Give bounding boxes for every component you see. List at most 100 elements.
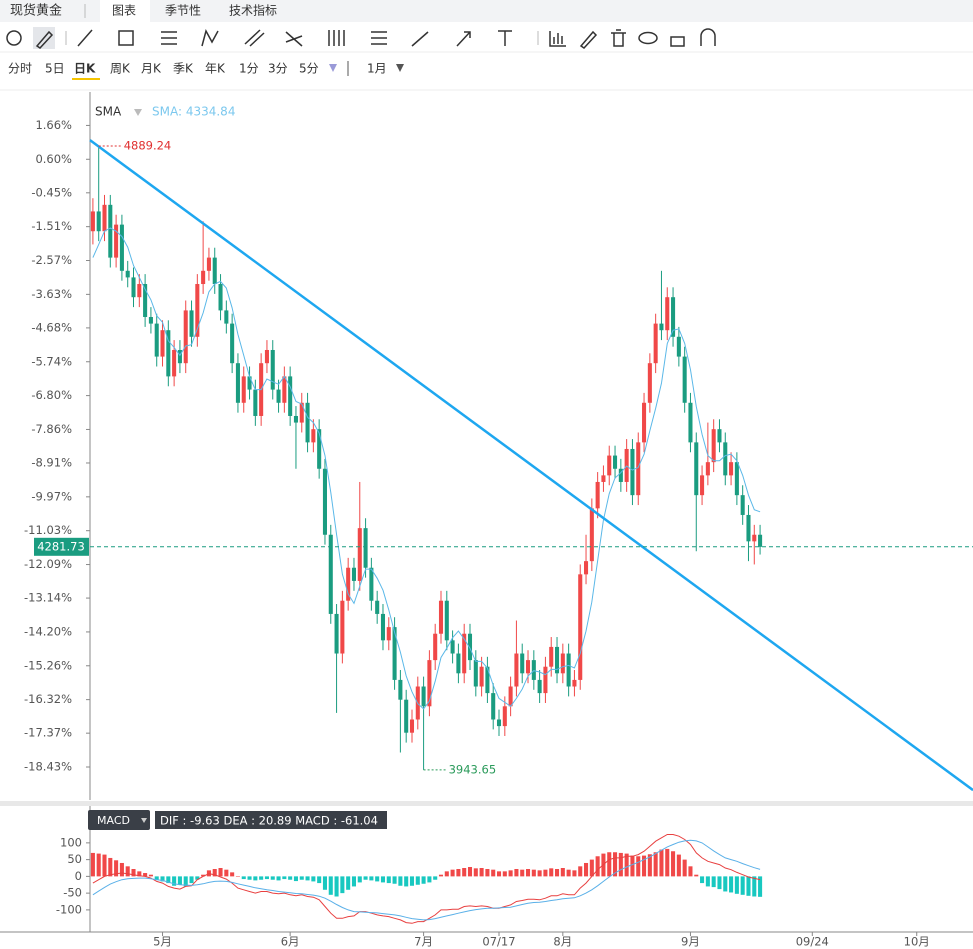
high-label: 4889.24 (124, 138, 172, 152)
candle-body (160, 330, 165, 357)
macd-bar (595, 856, 600, 877)
macd-bar (253, 876, 258, 881)
macd-bar (415, 876, 420, 885)
period[interactable]: 5分 (299, 62, 319, 76)
tool-icon[interactable] (371, 31, 387, 45)
indicator-select[interactable] (88, 810, 150, 830)
tab-bar (0, 0, 973, 22)
tool-icon[interactable] (328, 30, 345, 46)
tool-icon[interactable] (285, 31, 303, 47)
tool-icon[interactable] (456, 31, 471, 47)
candle-body (560, 653, 565, 674)
candle-body (317, 429, 322, 469)
tool-icon[interactable] (6, 30, 22, 46)
period[interactable]: 1分 (239, 62, 259, 76)
macd-bar (630, 855, 635, 877)
tool-icon[interactable] (579, 30, 598, 49)
tool-icon[interactable] (201, 28, 219, 47)
candle-body (578, 574, 583, 680)
period[interactable]: 季K (173, 62, 194, 76)
candle-body (467, 633, 473, 661)
candle-body (613, 455, 618, 469)
macd-bar (485, 869, 490, 877)
candle-body (456, 653, 461, 674)
macd-bar (723, 876, 728, 892)
candle-body (293, 415, 298, 423)
tool-icon[interactable] (118, 30, 134, 46)
y-tick-label: -12.09% (24, 557, 72, 571)
candle-body (717, 429, 722, 443)
macd-bar (235, 876, 240, 877)
active-tab[interactable] (100, 0, 150, 22)
candle-body (676, 336, 681, 357)
candle-body (224, 310, 229, 324)
y-tick-label: -9.97% (31, 489, 72, 503)
macd-bar (496, 871, 502, 877)
candle-body (607, 455, 612, 476)
tool-icon[interactable] (161, 31, 177, 45)
tab[interactable]: 图表 (112, 4, 136, 18)
candle-body (299, 402, 304, 423)
macd-bar (554, 869, 560, 877)
macd-bar (177, 876, 182, 885)
candle-body (485, 666, 490, 694)
x-tick-label: 07/17 (482, 935, 515, 949)
dropdown-arrow[interactable] (396, 64, 404, 72)
tool-icon[interactable] (411, 31, 429, 47)
y-tick-label: -50 (63, 886, 82, 900)
y-tick-label: -1.51% (31, 219, 72, 233)
period[interactable]: 日K (74, 62, 96, 76)
period[interactable]: 周K (110, 62, 131, 76)
y-tick-label: -17.37% (24, 726, 72, 740)
pane-divider (0, 801, 973, 806)
tab[interactable]: 技术指标 (229, 3, 277, 18)
period[interactable]: 年K (205, 62, 226, 76)
last-price-box (34, 537, 89, 556)
candle-body (537, 679, 542, 694)
candle-body (369, 567, 374, 601)
dropdown-arrow[interactable] (134, 109, 142, 116)
macd-bar (311, 876, 316, 882)
candle-body (351, 567, 357, 581)
macd-bar (346, 876, 351, 890)
dropdown-arrow[interactable] (141, 818, 147, 823)
y-tick-label: -14.20% (24, 624, 72, 638)
candle-body (212, 257, 217, 285)
indicator-name[interactable]: MACD (97, 814, 130, 827)
tool-icon[interactable] (35, 30, 54, 49)
period[interactable]: 分时 (8, 62, 32, 76)
macd-bar (357, 876, 362, 883)
macd-bar (653, 852, 658, 877)
candle-body (270, 349, 275, 390)
macd-bar (270, 876, 275, 880)
macd-bar (636, 856, 641, 877)
tool-icon[interactable] (611, 29, 626, 47)
macd-bar (218, 868, 223, 877)
tool-icon[interactable] (244, 29, 265, 47)
macd-bar (676, 854, 681, 877)
candle-body (642, 402, 647, 443)
tool-icon[interactable] (498, 30, 512, 46)
y-tick-label: -3.63% (31, 287, 72, 301)
candle-body (427, 660, 432, 707)
x-tick-label: 6月 (281, 935, 300, 949)
tool-icon[interactable] (549, 31, 566, 47)
low-label: 3943.65 (449, 762, 497, 776)
y-tick-label: 50 (67, 852, 82, 866)
macd-bar (740, 876, 745, 895)
period-bar: 分时 5日 日K 周K 月K 季K 年K 1分 3分 5分 (8, 62, 319, 76)
period[interactable]: 3分 (268, 62, 288, 76)
tool-icon[interactable] (670, 36, 685, 47)
candle-body (618, 468, 623, 482)
candle-body (90, 211, 95, 232)
tool-icon[interactable] (77, 29, 93, 47)
range[interactable]: 1月 (367, 62, 387, 76)
period[interactable]: 月K (141, 62, 162, 76)
dropdown-arrow[interactable] (329, 64, 337, 72)
tab[interactable]: 季节性 (165, 4, 201, 18)
period[interactable]: 5日 (45, 62, 65, 76)
candle-body (305, 402, 310, 443)
tool-icon[interactable] (700, 28, 716, 46)
tool-icon[interactable] (638, 31, 658, 45)
macd-bar (758, 876, 763, 897)
